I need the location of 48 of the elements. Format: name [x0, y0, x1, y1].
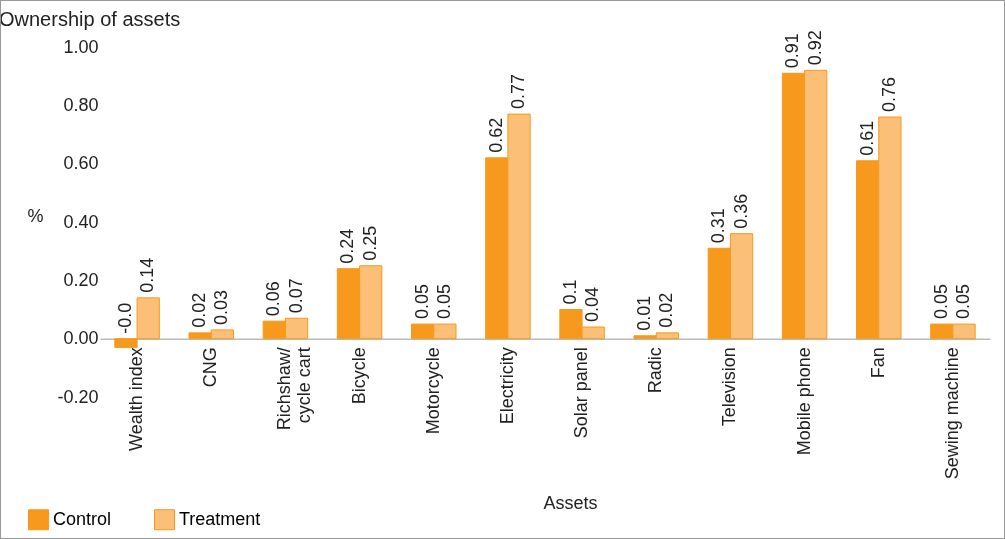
data-label: 0.24 — [337, 228, 358, 264]
data-label: 0.91 — [782, 33, 803, 69]
x-tick-label: Richshaw/ cycle cart — [274, 347, 315, 431]
data-label: 0.07 — [285, 278, 306, 314]
data-label: 0.76 — [878, 76, 899, 112]
y-tick-label: 0.40 — [63, 211, 99, 232]
x-tick-label: CNG — [200, 347, 221, 388]
y-axis-title: % — [27, 205, 44, 226]
x-tick-label: Solar panel — [571, 347, 592, 439]
data-label: 0.05 — [411, 284, 432, 320]
data-label: 0.92 — [804, 30, 825, 66]
legend-label: Control — [53, 508, 112, 529]
x-tick-label: Television — [719, 347, 740, 427]
y-tick-label: 1.00 — [63, 36, 99, 57]
x-tick-label: Wealth index — [126, 347, 147, 451]
data-label: 0.01 — [634, 295, 655, 331]
data-label: 0.05 — [953, 284, 974, 320]
y-tick-label: 0.60 — [63, 153, 99, 174]
data-label: 0.03 — [211, 289, 232, 325]
y-tick-label: 0.00 — [63, 328, 99, 349]
x-tick-label: Mobile phone — [793, 347, 814, 456]
x-tick-label: Fan — [867, 347, 888, 379]
data-label: 0.62 — [485, 117, 506, 153]
data-label: 0.04 — [582, 286, 603, 322]
legend-label: Treatment — [179, 508, 261, 529]
data-label: 0.05 — [930, 284, 951, 320]
y-tick-label: 0.20 — [63, 269, 99, 290]
x-axis-title: Assets — [543, 493, 598, 514]
data-label: 0.06 — [263, 281, 284, 317]
data-label: 0.25 — [359, 225, 380, 261]
data-label: -0.0 — [114, 302, 135, 334]
x-tick-label: Radic — [645, 347, 666, 394]
x-tick-label: Electricity — [496, 347, 517, 425]
x-tick-label: Sewing machine — [941, 347, 962, 480]
data-label: 0.31 — [708, 208, 729, 244]
data-label: 0.77 — [508, 74, 529, 110]
x-tick-label: Motorcycle — [422, 347, 443, 435]
data-label: 0.05 — [433, 284, 454, 320]
data-label: 0.61 — [856, 120, 877, 156]
y-tick-label: -0.20 — [57, 386, 99, 407]
chart-title: Ownership of assets — [0, 8, 181, 31]
data-label: 0.14 — [137, 257, 158, 293]
data-label: 0.36 — [730, 193, 751, 229]
x-tick-label: Bicycle — [348, 347, 369, 405]
data-label: 0.02 — [189, 292, 210, 328]
data-label: 0.1 — [559, 279, 580, 305]
data-label: 0.02 — [656, 292, 677, 328]
y-tick-label: 0.80 — [63, 94, 99, 115]
